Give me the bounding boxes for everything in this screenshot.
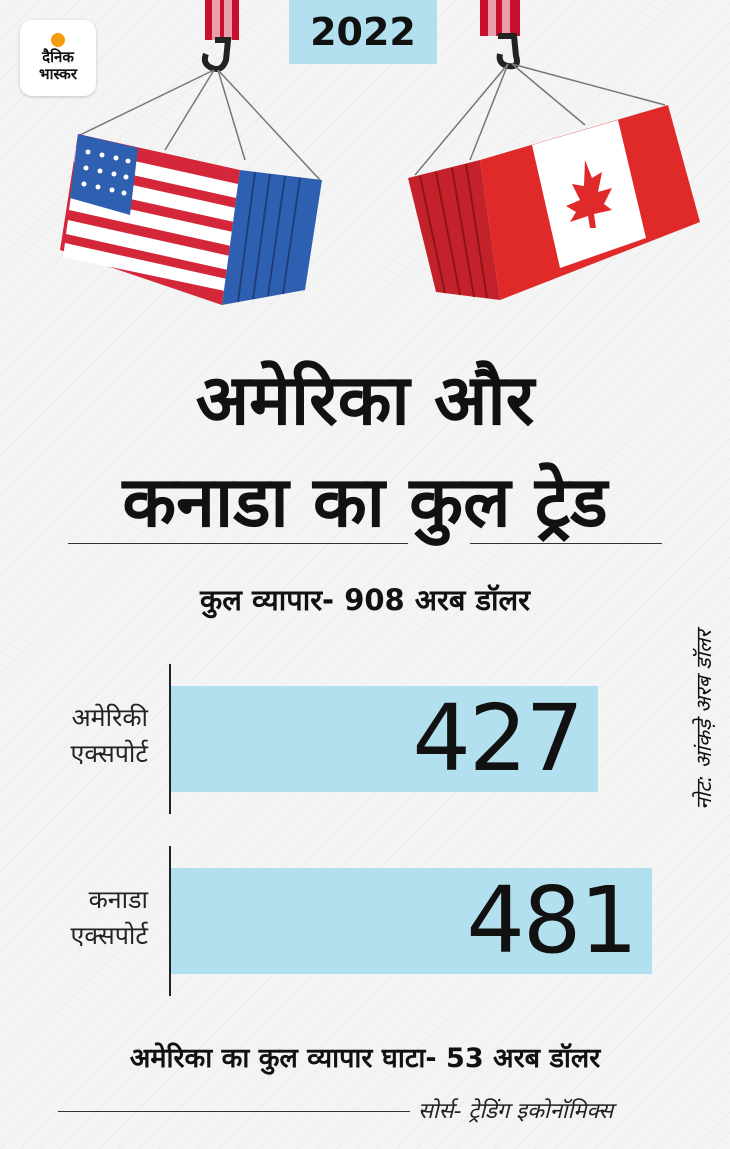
source-credit: सोर्स- ट्रेडिंग इकोनॉमिक्स — [418, 1099, 614, 1124]
chart-title-line1: अमेरिका और — [195, 359, 535, 441]
trade-deficit-text: अमेरिका का कुल व्यापार घाटा- 53 अरब डॉलर — [129, 1043, 601, 1074]
containers-illustration — [0, 0, 730, 320]
bar-value-label: 481 — [466, 867, 638, 974]
chart-title-line2: कनाडा का कुल ट्रेड — [122, 461, 608, 543]
bar-value-label: 427 — [412, 685, 584, 792]
brand-name-line1: दैनिक — [42, 48, 74, 66]
category-label-line: एक्सपोर्ट — [70, 921, 148, 950]
category-label: अमेरिकी एक्सपोर्ट — [20, 700, 148, 772]
units-note: नोट: आंकड़े अरब डॉलर — [692, 630, 716, 810]
category-label: कनाडा एक्सपोर्ट — [20, 882, 148, 954]
crane-hook-icon — [201, 0, 239, 72]
sun-icon — [51, 33, 65, 47]
title-divider-left — [68, 543, 408, 544]
bar-usa-export — [171, 686, 598, 792]
title-divider-right — [470, 543, 662, 544]
usa-flag-container-icon — [60, 134, 322, 305]
category-label-line: कनाडा — [88, 885, 148, 914]
bar-axis-line — [169, 664, 171, 814]
source-divider — [58, 1111, 410, 1112]
brand-logo: दैनिक भास्कर — [20, 20, 96, 96]
category-label-line: अमेरिकी — [71, 703, 148, 732]
bar-canada-export — [171, 868, 652, 974]
bar-axis-line — [169, 846, 171, 996]
brand-name-line2: भास्कर — [39, 65, 77, 83]
canada-flag-container-icon — [408, 105, 700, 300]
category-label-line: एक्सपोर्ट — [70, 739, 148, 768]
total-trade-subtitle: कुल व्यापार- 908 अरब डॉलर — [199, 583, 531, 617]
crane-hook-icon — [480, 0, 520, 70]
year-badge: 2022 — [289, 0, 437, 64]
